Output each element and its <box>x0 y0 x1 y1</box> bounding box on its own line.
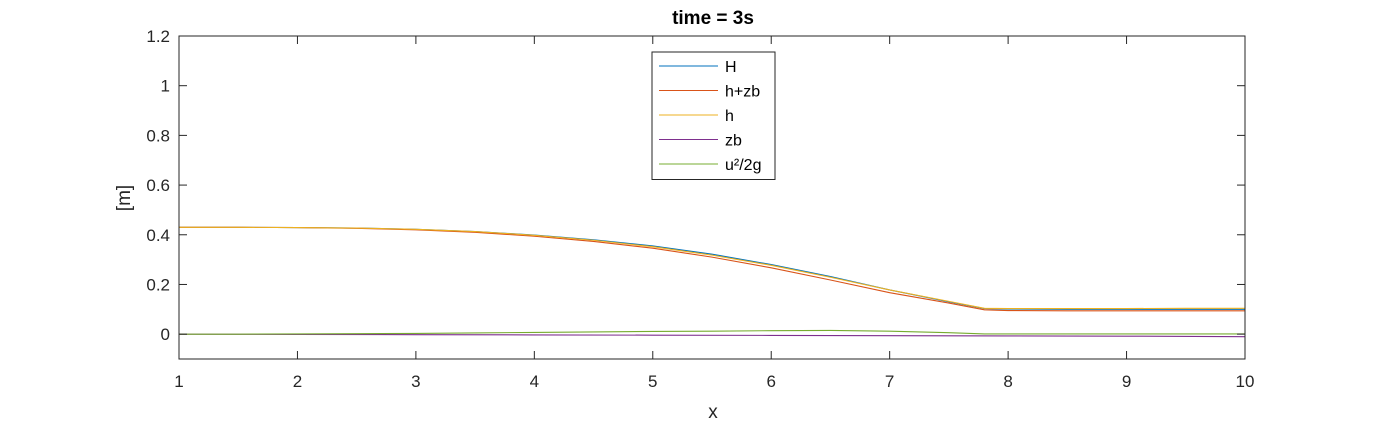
series-line-4 <box>179 329 1245 335</box>
axes-group <box>178 35 1246 360</box>
axes-box <box>178 35 1246 360</box>
x-tick-label: 8 <box>1003 372 1012 391</box>
x-tick-label: 7 <box>885 372 894 391</box>
chart-title: time = 3s <box>672 8 754 29</box>
x-tick-label: 3 <box>411 372 420 391</box>
x-axis-label: x <box>708 402 718 423</box>
x-tick-label: 9 <box>1122 372 1131 391</box>
y-tick-label: 0.8 <box>146 126 170 145</box>
x-tick-label: 4 <box>530 372 539 391</box>
x-tick-label: 1 <box>174 372 183 391</box>
y-tick-label: 0.4 <box>146 226 170 245</box>
y-tick-label: 0.6 <box>146 176 170 195</box>
legend-label-1: h+zb <box>725 84 760 101</box>
legend-label-0: H <box>725 59 737 76</box>
legend-box <box>651 51 776 180</box>
legend: Hh+zb h zb u²/2g <box>651 51 776 180</box>
y-tick-label: 1.2 <box>146 27 170 46</box>
legend-label-4: u²/2g <box>725 157 761 174</box>
y-tick-label: 1 <box>161 77 170 96</box>
legend-label-3: zb <box>725 133 742 150</box>
x-tick-label: 2 <box>293 372 302 391</box>
series-line-3 <box>178 333 1246 338</box>
legend-label-2: h <box>725 108 734 125</box>
x-tick-label: 10 <box>1236 372 1255 391</box>
x-tick-label: 6 <box>766 372 775 391</box>
ticks-group: 1 2 3 4 5 6 7 8 9 10 0 0.2 0.4 0.6 0.8 1 1.2 <box>146 27 1254 391</box>
series-group <box>178 226 1246 338</box>
series-line-2 <box>179 226 1245 310</box>
y-tick-label: 0 <box>161 325 170 344</box>
x-tick-label: 5 <box>648 372 657 391</box>
y-axis-label: [m] <box>114 185 135 211</box>
y-tick-label: 0.2 <box>146 275 170 294</box>
